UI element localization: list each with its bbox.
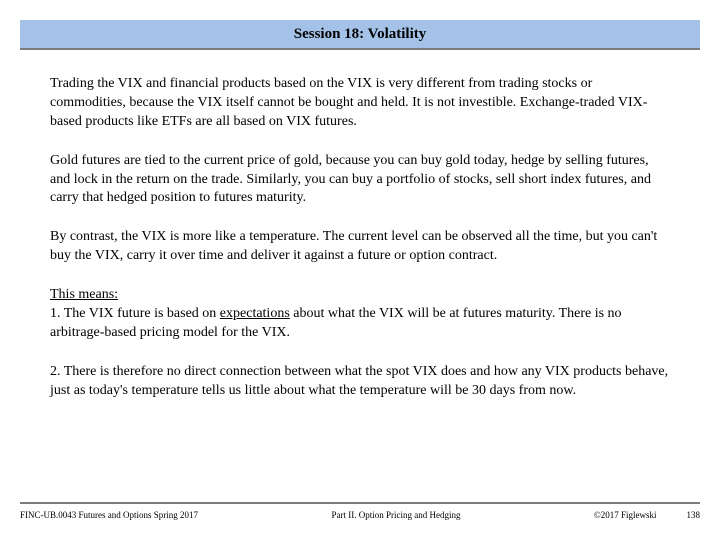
page-title: Session 18: Volatility [294, 26, 427, 43]
footer-course: FINC-UB.0043 Futures and Options Spring … [20, 510, 198, 520]
paragraph-4: This means: 1. The VIX future is based o… [50, 286, 670, 343]
this-means-label: This means: [50, 287, 118, 302]
paragraph-1: Trading the VIX and financial products b… [50, 75, 670, 132]
footer-section: Part II. Option Pricing and Hedging [198, 510, 594, 520]
paragraph-5: 2. There is therefore no direct connecti… [50, 363, 670, 401]
content-area: Trading the VIX and financial products b… [50, 75, 670, 480]
item-1-pre: 1. The VIX future is based on [50, 306, 220, 321]
item-1-underlined: expectations [220, 306, 290, 321]
paragraph-2: Gold futures are tied to the current pri… [50, 152, 670, 209]
footer-copyright: ©2017 Figlewski [594, 510, 657, 520]
footer: FINC-UB.0043 Futures and Options Spring … [20, 502, 700, 520]
footer-page-number: 138 [687, 510, 701, 520]
paragraph-3: By contrast, the VIX is more like a temp… [50, 228, 670, 266]
header-banner: Session 18: Volatility [20, 20, 700, 50]
